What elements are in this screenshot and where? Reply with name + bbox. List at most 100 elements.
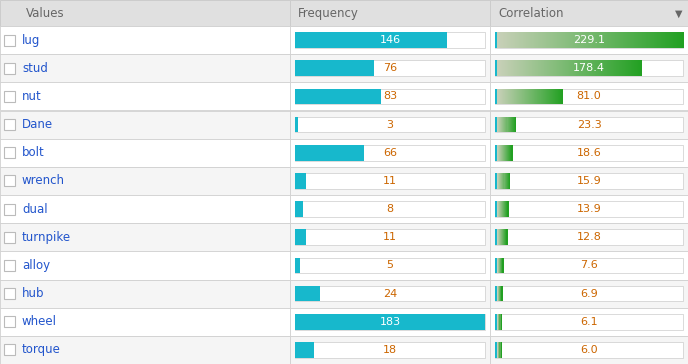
Bar [599, 60, 600, 76]
Bar [635, 60, 636, 76]
Bar [636, 60, 637, 76]
Bar [627, 32, 629, 48]
Bar [518, 88, 519, 104]
Bar [515, 60, 517, 76]
Bar [503, 229, 505, 245]
Bar [499, 201, 501, 217]
Bar [502, 32, 504, 48]
Bar [611, 32, 612, 48]
Bar [504, 173, 505, 189]
Bar [675, 32, 676, 48]
Bar [587, 32, 588, 48]
Bar [537, 60, 539, 76]
Bar [574, 32, 575, 48]
Bar [536, 32, 537, 48]
Bar [526, 88, 527, 104]
Bar [622, 60, 623, 76]
Bar [630, 32, 632, 48]
Bar [502, 286, 503, 301]
Bar [497, 258, 499, 273]
Bar [509, 173, 510, 189]
Bar [555, 32, 557, 48]
Bar [535, 88, 536, 104]
Bar [557, 88, 558, 104]
Bar [513, 32, 515, 48]
Bar [516, 32, 517, 48]
Bar [559, 88, 560, 104]
Bar [557, 60, 559, 76]
Bar [290, 336, 490, 364]
Bar [612, 60, 613, 76]
Bar [560, 60, 562, 76]
Bar [585, 60, 587, 76]
Bar [535, 88, 537, 104]
Bar [539, 88, 540, 104]
Bar [603, 32, 605, 48]
Bar [596, 60, 598, 76]
Bar [0, 223, 290, 251]
Bar [576, 32, 577, 48]
Bar [295, 173, 306, 189]
Bar [295, 286, 485, 301]
Bar [490, 251, 688, 280]
Bar [627, 60, 628, 76]
Bar [498, 314, 500, 330]
Bar [679, 32, 680, 48]
Bar [504, 145, 506, 161]
Bar [561, 60, 563, 76]
Text: 178.4: 178.4 [573, 63, 605, 73]
Bar [549, 32, 550, 48]
Bar [514, 117, 515, 132]
Bar [497, 173, 499, 189]
Bar [565, 32, 566, 48]
Bar [559, 60, 560, 76]
Bar [555, 60, 557, 76]
Bar [577, 32, 579, 48]
Bar [295, 117, 298, 132]
Bar [495, 286, 683, 301]
Bar [504, 117, 505, 132]
Bar [632, 60, 633, 76]
Bar [524, 60, 526, 76]
Bar [0, 280, 290, 308]
Text: 23.3: 23.3 [577, 120, 601, 130]
Text: torque: torque [22, 343, 61, 356]
Bar [657, 32, 658, 48]
Bar [499, 258, 501, 273]
Bar [506, 60, 508, 76]
Bar [501, 229, 503, 245]
Bar [594, 60, 596, 76]
Bar [0, 0, 290, 26]
Bar [490, 308, 688, 336]
Bar [539, 88, 541, 104]
Bar [290, 223, 490, 251]
Bar [511, 88, 513, 104]
Bar [546, 60, 547, 76]
Bar [498, 60, 499, 76]
Bar [290, 195, 490, 223]
Bar [524, 88, 525, 104]
Bar [508, 173, 509, 189]
Bar [648, 32, 649, 48]
Bar [506, 173, 507, 189]
Bar [295, 88, 381, 104]
Bar [588, 32, 590, 48]
Bar [538, 60, 540, 76]
Bar [495, 60, 683, 76]
Bar [680, 32, 682, 48]
Bar [635, 32, 636, 48]
Bar [568, 32, 570, 48]
Bar [498, 32, 499, 48]
Bar [544, 88, 545, 104]
Bar [590, 60, 591, 76]
Bar [501, 60, 502, 76]
Text: 11: 11 [383, 232, 397, 242]
Bar [499, 145, 501, 161]
Bar [522, 88, 523, 104]
Bar [537, 88, 538, 104]
Bar [638, 60, 639, 76]
Bar [560, 88, 561, 104]
Bar [502, 258, 504, 273]
Bar [497, 117, 499, 132]
Bar [625, 32, 627, 48]
